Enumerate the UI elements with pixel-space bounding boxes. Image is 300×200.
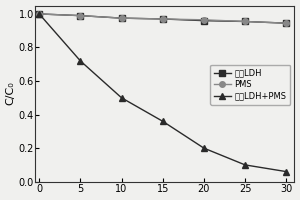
PMS	[161, 18, 164, 20]
单层LDH+PMS	[161, 120, 164, 122]
PMS	[120, 17, 123, 19]
单层LDH	[161, 18, 164, 20]
单层LDH	[284, 22, 288, 24]
单层LDH	[38, 13, 41, 15]
单层LDH+PMS	[243, 164, 247, 166]
PMS	[284, 22, 288, 24]
PMS	[202, 19, 206, 21]
PMS	[79, 14, 82, 17]
单层LDH+PMS	[38, 13, 41, 15]
Y-axis label: C/C₀: C/C₀	[6, 82, 16, 105]
单层LDH	[202, 19, 206, 22]
Legend: 单层LDH, PMS, 单层LDH+PMS: 单层LDH, PMS, 单层LDH+PMS	[210, 65, 290, 105]
单层LDH	[243, 20, 247, 23]
单层LDH	[79, 14, 82, 17]
单层LDH+PMS	[120, 97, 123, 99]
Line: 单层LDH+PMS: 单层LDH+PMS	[36, 10, 290, 175]
PMS	[243, 20, 247, 23]
PMS	[38, 13, 41, 15]
单层LDH+PMS	[202, 147, 206, 149]
单层LDH	[120, 17, 123, 19]
单层LDH+PMS	[79, 60, 82, 62]
Line: PMS: PMS	[36, 11, 289, 26]
单层LDH+PMS	[284, 170, 288, 173]
Line: 单层LDH: 单层LDH	[36, 11, 289, 26]
